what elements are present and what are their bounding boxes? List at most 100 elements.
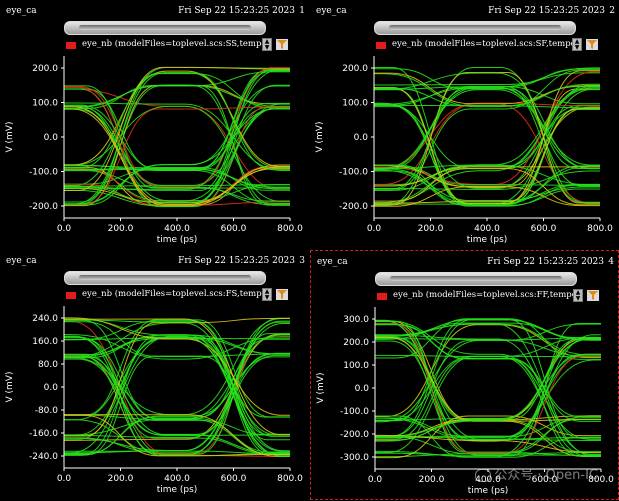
horizontal-scrollbar[interactable] [64,271,266,285]
x-tick-label: 400.0 [164,474,190,484]
filter-icon[interactable] [276,289,288,300]
eye-trace [374,107,600,204]
eye-trace [374,86,600,169]
eye-trace [374,87,600,203]
scrollbar-thumb[interactable] [389,25,561,30]
x-tick-label: 0.0 [57,474,72,484]
eye-trace [64,317,290,416]
eye-trace [64,67,290,187]
up-arrow-icon[interactable]: ▲ [264,38,270,45]
eye-trace [374,66,600,207]
eye-trace [64,69,290,191]
eye-trace [375,322,601,454]
eye-trace [374,84,600,189]
panel-number: 3 [299,256,305,266]
y-tick-label: -80.0 [35,406,59,416]
legend-scroll-arrows[interactable]: ▲ ▼ [572,38,582,51]
x-tick-label: 800.0 [588,475,614,485]
eye-trace [375,353,601,421]
y-tick-label: 200.0 [32,64,58,74]
eye-trace [64,108,290,206]
x-tick-label: 600.0 [221,224,247,234]
y-tick-label: -240.0 [29,452,58,462]
eye-trace [64,358,290,436]
up-arrow-icon[interactable]: ▲ [264,288,270,295]
eye-traces [64,317,290,458]
eye-trace [374,68,600,90]
legend-label[interactable]: eye_nb (modelFiles=toplevel.scs:SS,tempe… [82,39,262,49]
waveform-panel-2[interactable]: eye_ca Fri Sep 22 15:23:25 2023 2 eye_nb… [310,0,619,250]
y-tick-label: -300.0 [340,453,369,463]
legend-label[interactable]: eye_nb (modelFiles=toplevel.scs:SF,tempe… [392,39,572,49]
eye-trace [64,414,290,457]
x-tick-label: 200.0 [419,475,445,485]
legend-label[interactable]: eye_nb (modelFiles=toplevel.scs:FS,tempe… [82,289,262,299]
legend-color-swatch [66,42,76,49]
eye-trace [375,355,601,454]
down-arrow-icon[interactable]: ▼ [264,294,270,301]
down-arrow-icon[interactable]: ▼ [264,44,270,51]
legend-scroll-arrows[interactable]: ▲ ▼ [262,288,272,301]
eye-trace [64,334,290,436]
x-tick-label: 400.0 [474,224,500,234]
filter-icon[interactable] [586,39,598,50]
y-tick-label: -100.0 [340,407,369,417]
waveform-panel-4[interactable]: eye_ca Fri Sep 22 15:23:25 2023 4 eye_nb… [310,250,619,500]
eye-trace [374,86,600,107]
panel-name: eye_ca [316,6,347,16]
up-arrow-icon[interactable]: ▲ [575,289,581,296]
horizontal-scrollbar[interactable] [64,21,266,35]
scrollbar-thumb[interactable] [79,25,251,30]
eye-trace [374,88,600,205]
eye-trace [375,357,601,440]
x-tick-label: 600.0 [221,474,247,484]
eye-trace [374,164,600,186]
eye-trace [374,168,600,202]
eye-trace [64,354,290,438]
y-axis-label: V (mV) [316,373,326,404]
x-axis-label: time (ps) [468,486,509,496]
eye-trace [375,415,601,459]
eye-diagram-plot[interactable]: 0.0 200.0 400.0 600.0 800.0 200.0 100.0 0.0 -100… [310,0,619,250]
eye-trace [374,102,600,168]
eye-trace [64,334,290,456]
filter-icon[interactable] [587,290,599,301]
y-tick-label: 0.0 [44,133,59,143]
legend-scroll-arrows[interactable]: ▲ ▼ [262,38,272,51]
eye-trace [375,415,601,458]
eye-trace [374,70,600,204]
x-tick-label: 400.0 [164,224,190,234]
up-arrow-icon[interactable]: ▲ [574,38,580,45]
down-arrow-icon[interactable]: ▼ [574,44,580,51]
legend-label[interactable]: eye_nb (modelFiles=toplevel.scs:FF,tempe… [393,290,573,300]
scrollbar-thumb[interactable] [390,276,562,281]
eye-diagram-plot[interactable]: 0.0 200.0 400.0 600.0 800.0 200.0 100.0 0.0 -100… [0,0,309,250]
y-axis-label: V (mV) [315,122,325,153]
eye-trace [375,319,601,439]
horizontal-scrollbar[interactable] [375,272,577,286]
eye-trace [64,338,290,455]
horizontal-scrollbar[interactable] [374,21,576,35]
y-tick-label: 200.0 [342,64,368,74]
eye-trace [375,320,601,440]
eye-trace [64,319,290,418]
waveform-panel-3[interactable]: eye_ca Fri Sep 22 15:23:25 2023 3 eye_nb… [0,250,309,500]
down-arrow-icon[interactable]: ▼ [575,295,581,302]
eye-diagram-plot[interactable]: 0.0 200.0 400.0 600.0 800.0300.0200.0100.00.… [311,251,619,501]
legend-scroll-arrows[interactable]: ▲ ▼ [573,289,583,302]
panel-timestamp: Fri Sep 22 15:23:25 2023 [178,6,295,16]
eye-trace [64,354,290,457]
waveform-panel-1[interactable]: eye_ca Fri Sep 22 15:23:25 2023 1 eye_nb… [0,0,309,250]
eye-trace [64,334,290,360]
x-tick-label: 200.0 [108,474,134,484]
eye-trace [64,353,290,454]
y-tick-label: 100.0 [342,99,368,109]
eye-trace [64,317,290,437]
legend-color-swatch [376,42,386,49]
filter-icon[interactable] [276,39,288,50]
x-tick-label: 800.0 [587,224,613,234]
eye-traces [64,66,290,208]
eye-trace [374,164,600,186]
eye-diagram-plot[interactable]: 0.0 200.0 400.0 600.0 800.0 240.0 160.0 80.0 0.0… [0,250,309,500]
scrollbar-thumb[interactable] [79,275,251,280]
